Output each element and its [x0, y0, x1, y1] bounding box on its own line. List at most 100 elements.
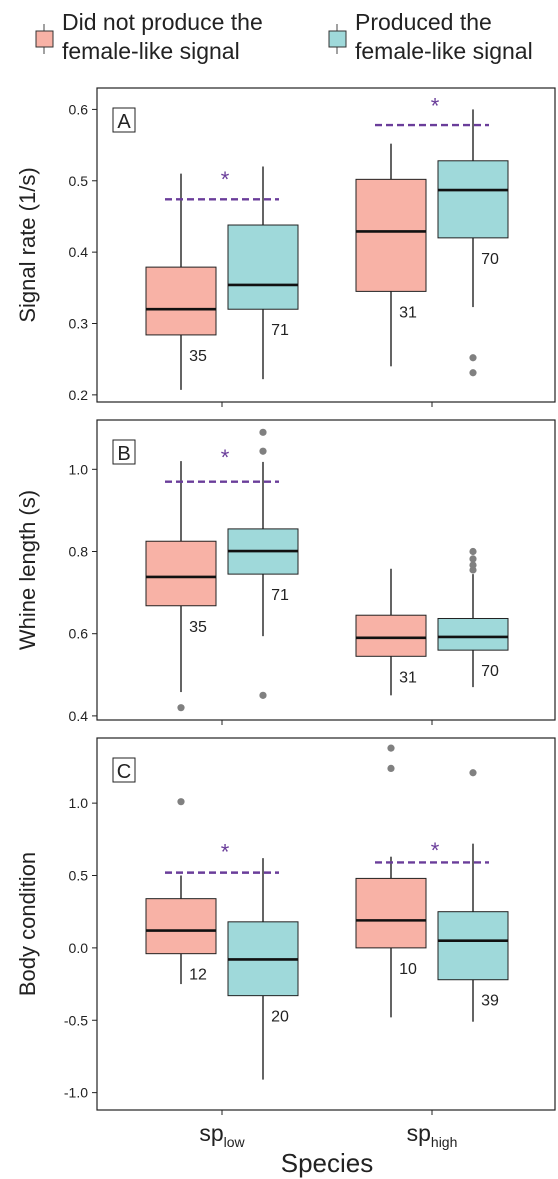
y-tick-label: -0.5: [64, 1012, 88, 1028]
y-tick-label: -1.0: [64, 1085, 88, 1101]
y-tick-label: 0.4: [69, 244, 89, 260]
y-tick-label: 0.4: [69, 708, 89, 724]
panel-letter-box: [112, 107, 136, 133]
box-iqr: [227, 224, 299, 310]
box-produced: 70: [437, 109, 509, 377]
box-iqr: [355, 178, 427, 292]
box-iqr: [145, 898, 217, 955]
outlier-point: [259, 447, 267, 455]
box-iqr: [355, 614, 427, 657]
x-tick-label-sp-low: splow: [199, 1120, 245, 1150]
group-sp-high: 10 39 *: [355, 744, 509, 1022]
group-sp-high: 31 70 *: [355, 94, 509, 377]
box-iqr: [145, 540, 217, 607]
y-tick-label: 0.5: [69, 868, 89, 884]
y-tick-label: 0.3: [69, 316, 89, 332]
sample-size-label: 71: [271, 322, 289, 339]
significance-star: *: [431, 94, 440, 119]
outlier-point: [469, 547, 477, 556]
legend: Did not produce the female-like signal P…: [35, 9, 533, 64]
box-not-produced: 35: [145, 461, 217, 712]
outlier-point: [387, 764, 395, 772]
box-iqr: [437, 911, 509, 981]
outlier-point: [469, 354, 477, 362]
outlier-point: [469, 555, 477, 563]
outlier-point: [387, 744, 395, 752]
panel-c: C Body condition -1.0 -0.5 0.0 0.5 1.0 12 20 * 10 3…: [15, 737, 556, 1115]
sample-size-label: 70: [481, 251, 499, 268]
sample-size-label: 12: [189, 967, 207, 984]
outlier-point: [259, 428, 267, 436]
sample-size-label: 35: [189, 348, 207, 365]
significance-star: *: [221, 167, 230, 192]
outlier-point: [469, 561, 477, 569]
legend-label-line2: female-like signal: [62, 38, 240, 64]
significance-star: *: [221, 445, 230, 470]
panel-b: B Whine length (s) 0.4 0.6 0.8 1.0 35 71 * 31 70: [15, 419, 556, 725]
legend-key-produced: [328, 30, 347, 48]
legend-item-not-produced: Did not produce the female-like signal: [35, 9, 263, 64]
y-axis-title: Body condition: [15, 852, 40, 996]
sample-size-label: 70: [481, 663, 499, 680]
legend-label-line1: Produced the: [355, 9, 492, 35]
y-tick-label: 0.2: [69, 387, 89, 403]
legend-label-line1: Did not produce the: [62, 9, 263, 35]
panel-letter: A: [117, 111, 131, 133]
sample-size-label: 71: [271, 587, 289, 604]
y-tick-label: 1.0: [69, 795, 89, 811]
outlier-point: [469, 769, 477, 777]
y-tick-label: 0.6: [69, 626, 89, 642]
y-tick-label: 1.0: [69, 461, 89, 477]
sample-size-label: 10: [399, 961, 417, 978]
sample-size-label: 39: [481, 993, 499, 1010]
y-axis-title: Whine length (s): [15, 490, 40, 650]
outlier-point: [177, 798, 185, 806]
sample-size-label: 31: [399, 669, 417, 686]
box-not-produced: 10: [355, 744, 427, 1018]
group-sp-low: 35 71 *: [145, 428, 299, 712]
legend-key-not-produced: [35, 30, 54, 48]
sample-size-label: 31: [399, 304, 417, 321]
box-produced: 20: [227, 858, 299, 1080]
y-tick-label: 0.6: [69, 101, 89, 117]
outlier-point: [469, 369, 477, 377]
legend-label-line2: female-like signal: [355, 38, 533, 64]
sample-size-label: 20: [271, 1009, 289, 1026]
panel-letter: C: [117, 761, 131, 783]
y-tick-label: 0.5: [69, 173, 89, 189]
panel-frame: [96, 87, 556, 403]
x-axis-title: Species: [281, 1148, 374, 1178]
box-not-produced: 35: [145, 173, 217, 390]
box-produced: 71: [227, 428, 299, 699]
panel-letter-box: [112, 439, 136, 465]
box-iqr: [145, 266, 217, 336]
panel-letter-box: [112, 757, 136, 783]
box-not-produced: 31: [355, 143, 427, 367]
panel-letter: B: [117, 443, 130, 465]
y-tick-label: 0.8: [69, 544, 89, 560]
group-sp-low: 35 71 *: [145, 166, 299, 390]
box-produced: 39: [437, 769, 509, 1022]
outlier-point: [469, 566, 477, 574]
sample-size-label: 35: [189, 619, 207, 636]
legend-item-produced: Produced the female-like signal: [328, 9, 533, 64]
group-sp-low: 12 20 *: [145, 798, 299, 1080]
box-produced: 71: [227, 166, 299, 380]
box-iqr: [437, 617, 509, 651]
x-axis-labels: splow sphigh Species: [199, 1120, 457, 1178]
y-tick-label: 0.0: [69, 940, 89, 956]
x-tick-label-sp-high: sphigh: [407, 1120, 458, 1150]
significance-star: *: [221, 839, 230, 864]
y-axis-title: Signal rate (1/s): [15, 167, 40, 322]
outlier-point: [177, 704, 185, 712]
box-not-produced: 12: [145, 798, 217, 985]
outlier-point: [259, 691, 267, 699]
group-sp-high: 31 70: [355, 547, 509, 696]
box-not-produced: 31: [355, 568, 427, 696]
significance-star: *: [431, 838, 440, 863]
box-iqr: [437, 160, 509, 239]
box-iqr: [355, 877, 427, 949]
